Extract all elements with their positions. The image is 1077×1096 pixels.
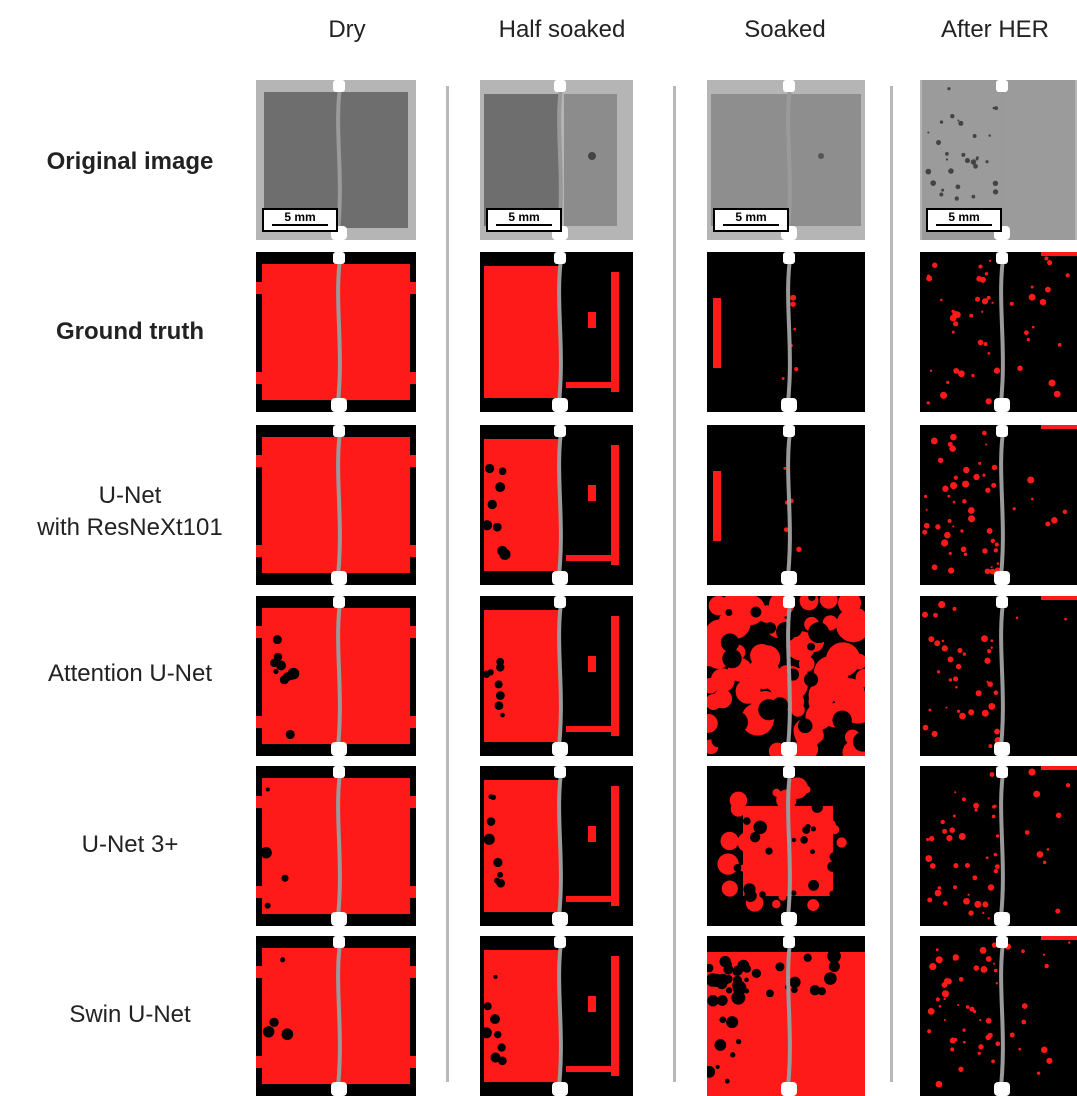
row-label-line: Attention U-Net xyxy=(47,660,213,687)
image-mask-row3-after-her xyxy=(920,596,1077,756)
micrograph-svg xyxy=(920,425,1077,585)
image-original-row0-after-her: 5 mm xyxy=(920,80,1077,240)
micrograph-svg xyxy=(707,425,865,585)
scale-bar-label: 5 mm xyxy=(284,210,316,224)
col-header-dry: Dry xyxy=(328,16,366,43)
row-label-line: Original image xyxy=(46,148,214,175)
micrograph-svg xyxy=(707,936,865,1096)
micrograph-svg xyxy=(707,766,865,926)
image-mask-row1-dry xyxy=(256,252,416,412)
scale-bar-line xyxy=(272,224,328,226)
image-mask-row5-half-soaked xyxy=(480,936,633,1096)
scale-bar: 5 mm xyxy=(926,208,1002,232)
micrograph-svg xyxy=(256,252,416,412)
column-divider-3 xyxy=(890,86,893,1082)
row-label-line: with ResNeXt101 xyxy=(37,514,223,541)
column-divider-1 xyxy=(446,86,449,1082)
micrograph-svg xyxy=(707,252,865,412)
scale-bar-line xyxy=(496,224,552,226)
image-mask-row5-after-her xyxy=(920,936,1077,1096)
micrograph-svg xyxy=(707,596,865,756)
image-mask-row2-half-soaked xyxy=(480,425,633,585)
row-label-3: Attention U-Net xyxy=(0,658,260,690)
image-mask-row5-dry xyxy=(256,936,416,1096)
micrograph-svg xyxy=(920,936,1077,1096)
micrograph-svg xyxy=(920,766,1077,926)
column-divider-2 xyxy=(673,86,676,1082)
col-header-half-soaked: Half soaked xyxy=(498,16,626,43)
micrograph-svg xyxy=(480,252,633,412)
image-mask-row1-half-soaked xyxy=(480,252,633,412)
image-mask-row4-after-her xyxy=(920,766,1077,926)
image-mask-row1-after-her xyxy=(920,252,1077,412)
micrograph-svg xyxy=(256,596,416,756)
row-label-line: U-Net 3+ xyxy=(81,831,179,858)
micrograph-svg xyxy=(480,936,633,1096)
image-original-row0-half-soaked: 5 mm xyxy=(480,80,633,240)
scale-bar-label: 5 mm xyxy=(948,210,980,224)
micrograph-svg xyxy=(256,766,416,926)
scale-bar: 5 mm xyxy=(486,208,562,232)
image-original-row0-soaked: 5 mm xyxy=(707,80,865,240)
row-label-4: U-Net 3+ xyxy=(0,829,260,861)
row-label-2: U-Net with ResNeXt101 xyxy=(0,480,260,544)
image-mask-row3-dry xyxy=(256,596,416,756)
scale-bar-label: 5 mm xyxy=(508,210,540,224)
scale-bar: 5 mm xyxy=(262,208,338,232)
micrograph-svg xyxy=(480,425,633,585)
image-mask-row4-dry xyxy=(256,766,416,926)
image-mask-row1-soaked xyxy=(707,252,865,412)
image-mask-row2-soaked xyxy=(707,425,865,585)
image-mask-row4-soaked xyxy=(707,766,865,926)
row-label-0: Original image xyxy=(0,146,260,178)
image-mask-row2-after-her xyxy=(920,425,1077,585)
micrograph-svg xyxy=(256,425,416,585)
micrograph-svg xyxy=(480,596,633,756)
row-label-line: U-Net xyxy=(98,482,162,509)
image-mask-row3-soaked xyxy=(707,596,865,756)
col-header-after-her: After HER xyxy=(940,16,1050,43)
row-label-5: Swin U-Net xyxy=(0,999,260,1031)
row-label-line: Swin U-Net xyxy=(69,1001,191,1028)
image-mask-row3-half-soaked xyxy=(480,596,633,756)
micrograph-svg xyxy=(920,596,1077,756)
scale-bar-line xyxy=(723,224,779,226)
image-mask-row2-dry xyxy=(256,425,416,585)
image-original-row0-dry: 5 mm xyxy=(256,80,416,240)
row-label-line: Ground truth xyxy=(56,318,204,345)
image-mask-row4-half-soaked xyxy=(480,766,633,926)
image-mask-row5-soaked xyxy=(707,936,865,1096)
scale-bar-line xyxy=(936,224,992,226)
row-label-1: Ground truth xyxy=(0,316,260,348)
micrograph-svg xyxy=(480,766,633,926)
scale-bar-label: 5 mm xyxy=(735,210,767,224)
col-header-soaked: Soaked xyxy=(744,16,826,43)
micrograph-svg xyxy=(920,252,1077,412)
micrograph-svg xyxy=(256,936,416,1096)
scale-bar: 5 mm xyxy=(713,208,789,232)
